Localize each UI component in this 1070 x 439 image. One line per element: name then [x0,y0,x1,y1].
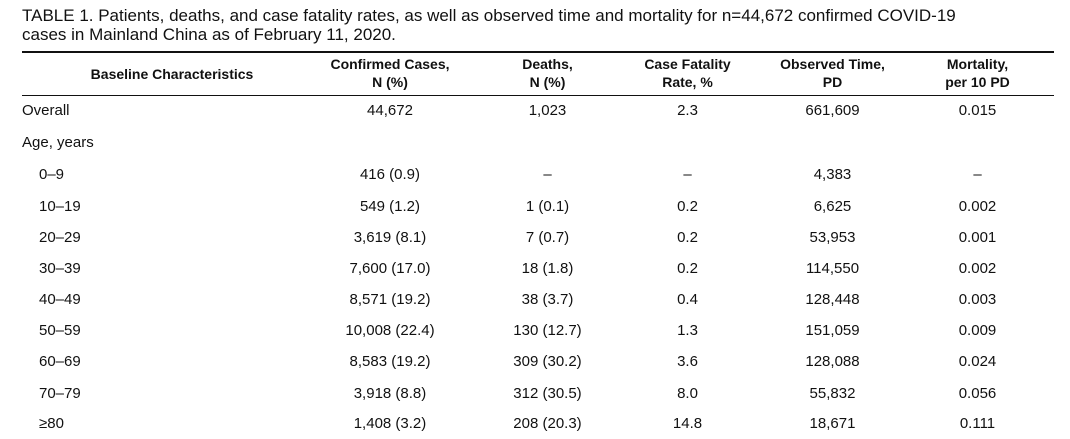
cell-observed: 114,550 [805,260,860,277]
cell-mortality: 0.003 [958,291,997,308]
cell-confirmed: 416 (0.9) [359,166,421,183]
header-baseline-characteristics: Baseline Characteristics [22,65,322,83]
cell-observed: 53,953 [809,229,856,246]
cell-mortality: 0.009 [958,322,997,339]
table-row: 50–59 10,008 (22.4) 130 (12.7) 1.3 151,0… [0,319,1070,343]
cell-observed: 55,832 [809,385,856,402]
cell-cfr: 0.2 [677,260,698,277]
caption-line-1: TABLE 1. Patients, deaths, and case fata… [22,6,956,25]
cell-deaths: 312 (30.5) [513,385,582,402]
cell-deaths: 18 (1.8) [521,260,574,277]
cell-deaths: 38 (3.7) [521,291,574,308]
cell-cfr: 0.2 [677,229,698,246]
cell-confirmed: 3,918 (8.8) [353,385,427,402]
header-case-fatality-rate: Case Fatality Rate, % [625,55,750,91]
header-deaths-line-2: N (%) [529,74,566,90]
header-bottom-rule [22,95,1054,96]
header-baseline-label: Baseline Characteristics [90,66,254,82]
cell-deaths: 7 (0.7) [525,229,570,246]
cell-confirmed: 44,672 [367,102,413,119]
cell-confirmed: 7,600 (17.0) [349,260,431,277]
table-row: 70–79 3,918 (8.8) 312 (30.5) 8.0 55,832 … [0,382,1070,406]
header-mortality: Mortality, per 10 PD [915,55,1040,91]
cell-mortality: 0.001 [958,229,997,246]
cell-mortality: 0.015 [958,102,997,119]
cell-mortality: 0.002 [958,260,997,277]
row-label: 20–29 [39,229,81,246]
cell-deaths: 1 (0.1) [525,198,570,215]
cell-deaths: 130 (12.7) [513,322,582,339]
cell-deaths: 208 (20.3) [513,415,582,432]
row-label: 10–19 [39,198,81,215]
cell-observed: 6,625 [813,198,852,215]
table-top-rule [22,51,1054,53]
header-deaths-line-1: Deaths, [522,56,573,72]
cell-cfr: 0.4 [677,291,698,308]
table-row: 60–69 8,583 (19.2) 309 (30.2) 3.6 128,08… [0,350,1070,374]
cell-observed: 18,671 [809,415,856,432]
header-confirmed-line-1: Confirmed Cases, [330,56,450,72]
row-label: 30–39 [39,260,81,277]
header-observed-time: Observed Time, PD [760,55,905,91]
cell-cfr: 1.3 [677,322,698,339]
row-label: 70–79 [39,385,81,402]
cell-mortality: – [973,166,982,183]
cell-mortality: 0.056 [958,385,997,402]
cell-mortality: 0.024 [958,353,997,370]
header-observed-line-2: PD [822,74,843,90]
cell-observed: 151,059 [805,322,860,339]
cell-observed: 4,383 [813,166,852,183]
header-observed-line-1: Observed Time, [780,56,885,72]
header-cfr-line-1: Case Fatality [644,56,731,72]
cell-observed: 128,088 [805,353,860,370]
cell-cfr: 0.2 [677,198,698,215]
table-row-overall: Overall 44,672 1,023 2.3 661,609 0.015 [0,99,1070,123]
cell-cfr: 3.6 [677,353,698,370]
cell-confirmed: 10,008 (22.4) [345,322,435,339]
row-label: 60–69 [39,353,81,370]
cell-cfr: 14.8 [672,415,703,432]
caption-line-2: cases in Mainland China as of February 1… [22,25,396,44]
cell-observed: 661,609 [805,102,860,119]
header-confirmed-cases: Confirmed Cases, N (%) [310,55,470,91]
header-deaths: Deaths, N (%) [480,55,615,91]
cell-confirmed: 8,571 (19.2) [349,291,431,308]
row-label: 0–9 [39,166,65,183]
row-label: 40–49 [39,291,81,308]
row-label: Age, years [22,134,94,151]
cell-cfr: 8.0 [677,385,698,402]
row-label: Overall [22,102,70,119]
table-row: 40–49 8,571 (19.2) 38 (3.7) 0.4 128,448 … [0,288,1070,312]
cell-confirmed: 3,619 (8.1) [353,229,427,246]
cell-cfr: 2.3 [677,102,698,119]
table-row: 10–19 549 (1.2) 1 (0.1) 0.2 6,625 0.002 [0,195,1070,219]
cell-deaths: – [543,166,552,183]
cell-observed: 128,448 [805,291,860,308]
table-row: ≥80 1,408 (3.2) 208 (20.3) 14.8 18,671 0… [0,412,1070,436]
row-label: 50–59 [39,322,81,339]
header-confirmed-line-2: N (%) [372,74,408,90]
header-mortality-line-1: Mortality, [946,56,1009,72]
cell-confirmed: 549 (1.2) [359,198,421,215]
header-cfr-line-2: Rate, % [662,74,713,90]
cell-cfr: – [683,166,692,183]
header-mortality-line-2: per 10 PD [945,74,1010,90]
table-row: 30–39 7,600 (17.0) 18 (1.8) 0.2 114,550 … [0,257,1070,281]
cell-mortality: 0.002 [958,198,997,215]
cell-deaths: 1,023 [528,102,567,119]
table-row: 0–9 416 (0.9) – – 4,383 – [0,163,1070,187]
table-row-age-heading: Age, years [0,131,1070,155]
cell-mortality: 0.111 [959,415,996,432]
cell-deaths: 309 (30.2) [513,353,582,370]
table-row: 20–29 3,619 (8.1) 7 (0.7) 0.2 53,953 0.0… [0,226,1070,250]
cell-confirmed: 1,408 (3.2) [353,415,427,432]
cell-confirmed: 8,583 (19.2) [349,353,431,370]
table-caption: TABLE 1. Patients, deaths, and case fata… [22,6,1062,44]
row-label: ≥80 [39,415,64,432]
